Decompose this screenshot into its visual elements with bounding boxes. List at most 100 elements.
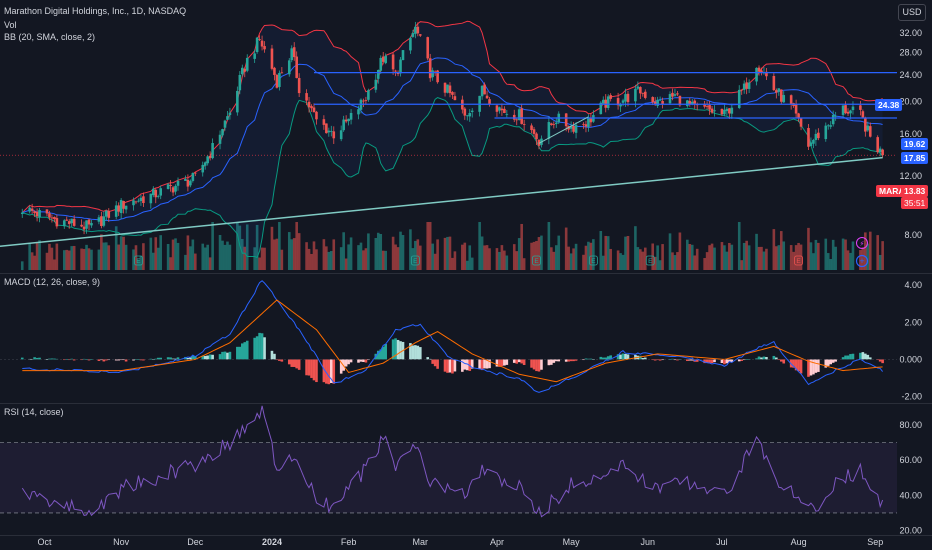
- macd-histogram-bar: [33, 357, 36, 360]
- volume-bar: [223, 244, 227, 270]
- volume-bar: [668, 233, 672, 270]
- short-trendline: [538, 116, 589, 144]
- macd-histogram-bar: [864, 353, 867, 360]
- candle: [574, 124, 578, 133]
- macd-histogram-bar: [315, 359, 318, 383]
- candle: [80, 224, 83, 227]
- volume-bar: [636, 247, 640, 270]
- volume-bar: [409, 229, 412, 270]
- macd-histogram-bar: [814, 359, 818, 373]
- candle: [287, 60, 291, 75]
- candle: [315, 111, 318, 120]
- volume-bar: [97, 249, 101, 270]
- symbol-legend[interactable]: Marathon Digital Holdings, Inc., 1D, NAS…: [4, 6, 187, 16]
- candle: [861, 111, 865, 118]
- macd-histogram-bar: [844, 355, 847, 360]
- y-axis-tick-label: 8.00: [904, 230, 922, 240]
- pane-icons[interactable]: ⚡ + E E E E E E: [134, 237, 869, 268]
- macd-histogram-bar: [80, 359, 83, 361]
- volume-bar: [90, 249, 93, 270]
- volume-bar: [376, 232, 380, 270]
- volume-bar: [448, 236, 452, 270]
- earnings-e-icon: E: [796, 258, 801, 265]
- candle: [48, 213, 51, 218]
- candle: [851, 106, 855, 111]
- volume-bar: [690, 244, 694, 270]
- candle: [30, 208, 34, 211]
- volume-bar: [483, 245, 486, 270]
- candle: [451, 92, 454, 95]
- macd-histogram-bar: [149, 358, 153, 360]
- candle: [228, 112, 232, 116]
- candle: [221, 129, 224, 136]
- candle: [107, 210, 111, 218]
- macd-histogram-bar: [142, 359, 145, 361]
- macd-histogram-bar: [419, 347, 422, 360]
- candle: [72, 218, 76, 226]
- macd-histogram-bar: [208, 354, 212, 360]
- candle: [601, 99, 605, 104]
- macd-histogram-bar: [275, 359, 279, 361]
- candle: [584, 124, 588, 127]
- volume-bar: [359, 242, 363, 270]
- rsi-legend[interactable]: RSI (14, close): [4, 407, 64, 417]
- volume-legend[interactable]: Vol: [4, 20, 17, 30]
- candle: [814, 133, 818, 140]
- candle: [703, 103, 706, 107]
- time-axis[interactable]: Oct Nov Dec 2024 Feb Mar Apr May Jun Jul Aug Sep: [37, 537, 883, 547]
- candle: [740, 89, 744, 91]
- macd-histogram-bar: [730, 359, 734, 363]
- volume-bar: [347, 244, 350, 270]
- macd-histogram-bar: [171, 358, 175, 360]
- volume-bar: [881, 241, 884, 270]
- candle: [194, 172, 197, 174]
- volume-bar: [416, 239, 420, 270]
- volume-bar: [156, 247, 160, 270]
- candle: [626, 93, 630, 103]
- candle: [85, 220, 88, 229]
- macd-histogram-bar: [55, 358, 59, 360]
- earnings-e-icon: [410, 255, 420, 266]
- macd-histogram-bar: [292, 359, 296, 367]
- volume-bar: [569, 253, 573, 270]
- volume-bar: [50, 247, 54, 270]
- macd-histogram-bar: [817, 359, 820, 372]
- volume-bar: [55, 243, 59, 270]
- rsi-band-fill: [0, 442, 897, 513]
- y-axis-tick-label: -2.00: [901, 392, 922, 402]
- candle: [619, 104, 622, 107]
- candle: [376, 70, 380, 79]
- currency-button[interactable]: USD: [898, 4, 926, 21]
- candle: [87, 219, 91, 225]
- macd-histogram-bar: [498, 359, 501, 367]
- macd-histogram-bar: [740, 359, 744, 361]
- macd-histogram-bar: [557, 359, 561, 362]
- drawings[interactable]: [0, 72, 897, 247]
- macd-histogram-bar: [245, 340, 249, 360]
- volume-bar: [641, 251, 645, 270]
- macd-histogram-bar: [67, 359, 71, 361]
- macd-histogram-bar: [604, 357, 608, 360]
- volume-bar: [53, 259, 56, 270]
- volume-bar: [829, 259, 833, 270]
- candle: [20, 212, 24, 215]
- volume-bar: [540, 235, 543, 270]
- macd-legend[interactable]: MACD (12, 26, close, 9): [4, 277, 101, 287]
- candle: [305, 93, 308, 101]
- macd-histogram-bar: [446, 359, 449, 373]
- volume-bar: [166, 243, 170, 270]
- macd-histogram-bar: [728, 359, 731, 363]
- bb-legend[interactable]: BB (20, SMA, close, 2): [4, 32, 96, 42]
- volume-bar: [826, 253, 830, 270]
- volume-bar: [841, 238, 845, 270]
- candle: [582, 123, 585, 125]
- macd-histogram-bar: [859, 352, 862, 360]
- earnings-e-icon: [532, 255, 541, 266]
- candle: [690, 101, 694, 104]
- price-axis[interactable]: 32.00 28.00 24.00 20.00 16.00 12.00 8.00 4.00 2.…: [899, 28, 922, 535]
- candle: [807, 127, 810, 147]
- candle: [760, 70, 763, 73]
- macd-histogram-bar: [641, 358, 645, 360]
- ticker-tag: MARA: [876, 185, 908, 197]
